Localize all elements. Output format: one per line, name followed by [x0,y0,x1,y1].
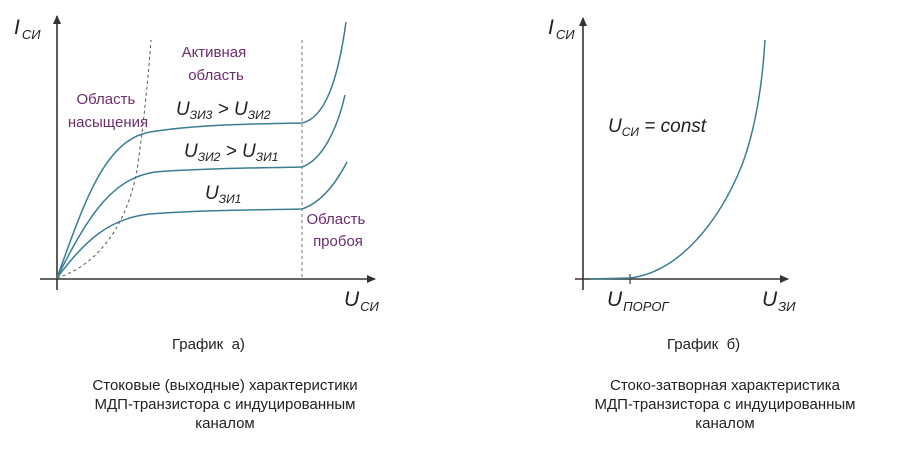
right-caption-line-2: МДП-транзистора с индуцированным [594,396,856,413]
left-y-axis-label: I СИ [14,16,41,42]
right-caption-line-1: Стоко-затворная характеристика [610,377,840,394]
region-active-label: Активная область [182,44,251,84]
curve-label-low: UЗИ1 [205,183,241,206]
curve-ugs1 [56,161,348,279]
curve-label-mid: UЗИ2 > UЗИ1 [184,141,278,164]
curve-ugs3 [56,21,347,279]
left-caption-line-3: каналом [195,415,255,432]
transfer-curve [589,39,766,280]
left-caption-line-1: Стоковые (выходные) характеристики [92,377,358,394]
left-x-axis-label: UСИ [344,288,380,314]
region-breakdown-label: Область пробоя [306,211,369,250]
left-chart: I СИ UСИ Активная область Область насыщен… [14,15,380,314]
left-caption-line-2: МДП-транзистора с индуцированным [94,396,356,413]
saturation-boundary-curve [56,39,152,279]
right-caption: Стоко-затворная характеристика МДП-транз… [545,376,900,433]
threshold-label: UПОРОГ [607,288,669,314]
curve-ugs2 [56,94,346,279]
region-saturation-label: Область насыщения [68,91,148,131]
curve-label-top: UЗИ3 > UЗИ2 [176,99,271,122]
right-chart: I СИ UЗИ UПОРОГ UСИ = const [548,16,796,314]
right-x-axis-label: UЗИ [762,288,796,314]
right-graph-title: График б) [667,336,741,353]
condition-label: UСИ = const [608,116,707,139]
left-caption: Стоковые (выходные) характеристики МДП-т… [40,376,410,433]
right-caption-line-3: каналом [695,415,755,432]
left-graph-title: График а) [172,336,245,353]
right-y-axis-label: I СИ [548,16,575,42]
